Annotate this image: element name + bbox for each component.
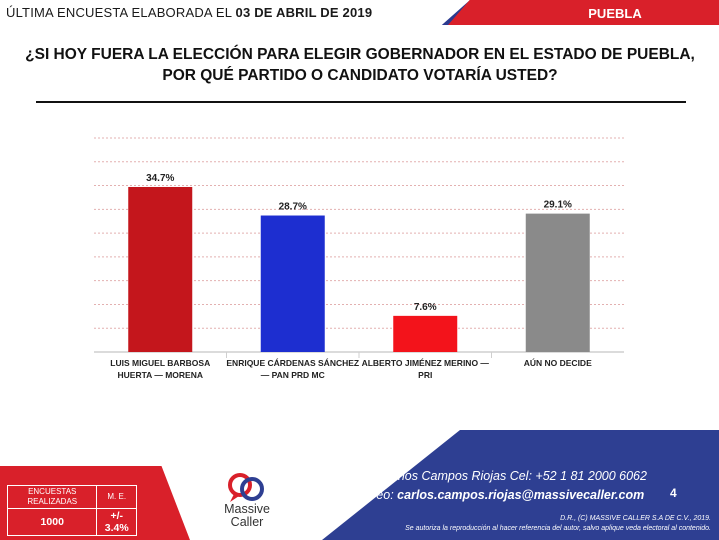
- bar: [525, 213, 590, 352]
- region-label: PUEBLA: [588, 6, 642, 21]
- data-label: 7.6%: [414, 302, 437, 313]
- margin-error-value: +/- 3.4%: [96, 508, 137, 536]
- massive-caller-logo-icon: [228, 473, 264, 502]
- data-label: 28.7%: [279, 202, 307, 213]
- logo-wordmark: Massive Caller: [212, 503, 282, 529]
- surveys-header: ENCUESTAS REALIZADAS: [6, 485, 98, 509]
- legal-line-1: D.R., (C) MASSIVE CALLER S.A DE C.V., 20…: [560, 515, 711, 522]
- surveys-value: 1000: [6, 508, 98, 536]
- top-bar-white-band: [0, 0, 470, 25]
- top-bar-red-band: [448, 0, 719, 25]
- survey-stats-table: ENCUESTAS REALIZADAS M. E. 1000 +/- 3.4%: [6, 485, 137, 536]
- bar: [128, 186, 193, 352]
- question-line-1: ¿SI HOY FUERA LA ELECCIÓN PARA ELEGIR GO…: [25, 46, 695, 63]
- category-label: ALBERTO JIMÉNEZ MERINO —: [362, 358, 490, 368]
- contact-line-1: José Carlos Campos Riojas Cel: +52 1 81 …: [352, 469, 647, 483]
- data-label: 29.1%: [544, 200, 572, 211]
- survey-date-label: ÚLTIMA ENCUESTA ELABORADA EL 03 DE ABRIL…: [6, 5, 372, 20]
- title-divider: [36, 101, 686, 103]
- category-label: LUIS MIGUEL BARBOSA: [110, 358, 210, 368]
- bar: [393, 315, 458, 352]
- category-label: PRI: [418, 370, 432, 380]
- chart-question: ¿SI HOY FUERA LA ELECCIÓN PARA ELEGIR GO…: [20, 44, 700, 86]
- category-label: AÚN NO DECIDE: [524, 357, 592, 368]
- contact-email-line: Correo: carlos.campos.riojas@massivecall…: [352, 486, 647, 505]
- category-label: — PAN PRD MC: [261, 370, 325, 380]
- category-label: HUERTA — MORENA: [118, 370, 203, 380]
- category-label: ENRIQUE CÁRDENAS SÁNCHEZ: [226, 358, 359, 368]
- survey-date: 03 DE ABRIL DE 2019: [235, 5, 373, 20]
- logo-name-line-2: Caller: [230, 515, 264, 529]
- email-address[interactable]: carlos.campos.riojas@massivecaller.com: [397, 488, 645, 502]
- contact-info: José Carlos Campos Riojas Cel: +52 1 81 …: [352, 467, 647, 505]
- logo-name-line-1: Massive: [224, 502, 270, 516]
- margin-error-header: M. E.: [96, 485, 137, 509]
- bar: [260, 215, 325, 352]
- data-label: 34.7%: [146, 173, 174, 184]
- legal-notice: D.R., (C) MASSIVE CALLER S.A DE C.V., 20…: [405, 514, 711, 534]
- survey-label: ÚLTIMA ENCUESTA ELABORADA EL: [6, 5, 232, 20]
- bar-chart: 34.7% LUIS MIGUEL BARBOSA HUERTA — MORENA 2…: [94, 137, 624, 380]
- legal-line-2: Se autoriza la reproducción al hacer ref…: [405, 525, 711, 532]
- page-number: 4: [670, 486, 677, 500]
- question-line-2: POR QUÉ PARTIDO O CANDIDATO VOTARÍA USTE…: [162, 67, 558, 84]
- email-label: Correo:: [352, 488, 394, 502]
